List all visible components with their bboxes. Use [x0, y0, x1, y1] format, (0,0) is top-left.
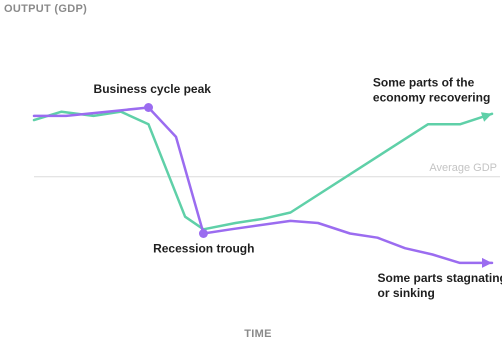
series-arrow-2 [482, 257, 492, 268]
annotation-4: Some parts stagnating or sinking [378, 271, 502, 300]
series-line-2 [32, 106, 494, 265]
annotation-3: Recession trough [153, 241, 254, 255]
average-gdp-label: Average GDP [429, 162, 497, 174]
series-arrow-1 [480, 112, 492, 122]
series-point-marker [198, 229, 208, 238]
series-point-marker [144, 103, 153, 112]
annotation-1: Business cycle peak [94, 82, 212, 96]
x-axis-label: TIME [244, 328, 271, 340]
series-line-1 [32, 110, 494, 231]
marker-group [144, 103, 492, 268]
annotation-group: Business cycle peak Some parts of the econ… [94, 76, 502, 300]
series-group [32, 106, 494, 265]
reference-line-group: Average GDP [34, 162, 500, 178]
y-axis-label: OUTPUT (GDP) [4, 3, 87, 15]
annotation-2: Some parts of the economy recovering [373, 76, 490, 105]
